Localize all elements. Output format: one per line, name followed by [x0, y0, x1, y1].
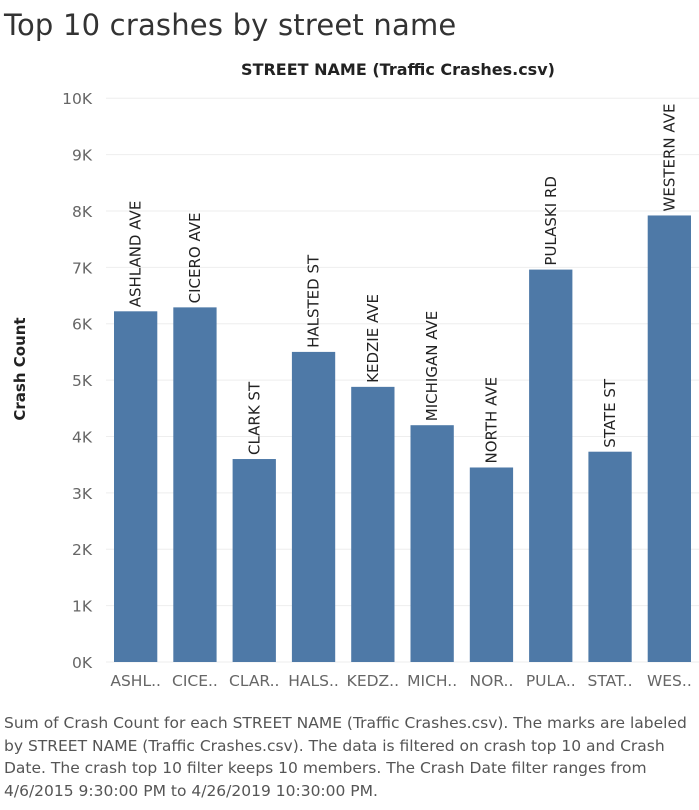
- bar: [114, 311, 158, 662]
- bar: [291, 351, 336, 662]
- x-tick-label: STAT..: [588, 672, 633, 690]
- y-tick-label: 5K: [72, 372, 93, 390]
- bar: [588, 451, 632, 662]
- y-tick-label: 2K: [72, 541, 93, 559]
- bar: [410, 425, 454, 662]
- y-tick-label: 0K: [72, 654, 93, 672]
- bar-label: PULASKI RD: [542, 176, 560, 266]
- bar-label: CICERO AVE: [186, 212, 204, 303]
- bar-label: HALSTED ST: [305, 254, 323, 348]
- bar: [529, 269, 573, 662]
- x-tick-label: MICH..: [407, 672, 457, 690]
- x-tick-label: PULA..: [526, 672, 576, 690]
- y-tick-label: 9K: [72, 147, 93, 165]
- bar-label: KEDZIE AVE: [364, 294, 382, 383]
- bar-labels: ASHLAND AVE CICERO AVE CLARK ST HALSTED ST K…: [127, 104, 679, 464]
- y-tick-label: 1K: [72, 598, 93, 616]
- y-tick-label: 10K: [62, 90, 93, 108]
- bar: [351, 386, 395, 662]
- bar-label: NORTH AVE: [482, 377, 500, 464]
- bar-label: WESTERN AVE: [660, 104, 678, 212]
- x-tick-label: CLAR..: [229, 672, 280, 690]
- y-tick-label: 4K: [72, 428, 93, 446]
- y-tick-label: 7K: [72, 259, 93, 277]
- x-tick-label: CICE..: [172, 672, 218, 690]
- bar: [232, 459, 276, 662]
- bar-label: CLARK ST: [245, 381, 263, 455]
- bar-chart: 0K 1K 2K 3K 4K 5K 6K 7K 8K 9K 10K ASHLAND AVE CICER…: [11, 60, 699, 690]
- x-tick-label: WES..: [647, 672, 692, 690]
- y-axis-label: Crash Count: [11, 317, 29, 420]
- x-tick-label: HALS..: [288, 672, 339, 690]
- x-tick-label: KEDZ..: [347, 672, 399, 690]
- chart-title: STREET NAME (Traffic Crashes.csv): [241, 60, 555, 79]
- y-axis-ticks: 0K 1K 2K 3K 4K 5K 6K 7K 8K 9K 10K: [62, 90, 93, 672]
- y-tick-label: 8K: [72, 203, 93, 221]
- x-tick-label: NOR..: [470, 672, 514, 690]
- x-axis-ticks: ASHL.. CICE.. CLAR.. HALS.. KEDZ.. MICH.. NOR.…: [110, 672, 691, 690]
- y-tick-label: 6K: [72, 316, 93, 334]
- chart-caption: Sum of Crash Count for each STREET NAME …: [4, 714, 687, 800]
- bar-label: MICHIGAN AVE: [423, 311, 441, 421]
- bars: [114, 215, 691, 662]
- x-tick-label: ASHL..: [110, 672, 161, 690]
- bar-label: STATE ST: [601, 378, 619, 448]
- page-title: Top 10 crashes by street name: [4, 8, 457, 42]
- bar: [173, 307, 217, 662]
- y-tick-label: 3K: [72, 485, 93, 503]
- bar: [647, 215, 691, 662]
- bar-label: ASHLAND AVE: [127, 201, 145, 308]
- bar: [469, 467, 514, 662]
